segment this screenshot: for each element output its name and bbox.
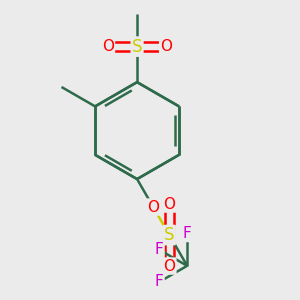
Text: F: F [155,274,164,290]
Text: F: F [183,226,191,241]
Text: O: O [164,259,175,274]
Text: S: S [164,226,175,244]
Text: S: S [132,38,142,56]
Text: F: F [155,242,164,257]
Text: O: O [164,196,175,211]
Text: O: O [160,39,172,54]
Text: O: O [147,200,159,214]
Text: O: O [102,39,114,54]
